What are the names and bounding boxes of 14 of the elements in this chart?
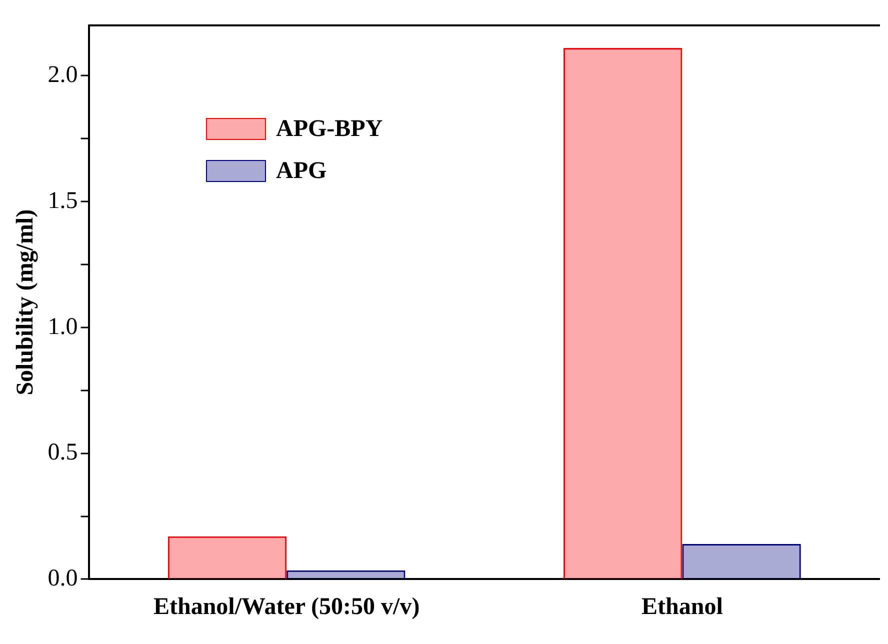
legend-label: APG-BPY — [276, 116, 383, 142]
y-axis-title: Solubility (mg/ml) — [12, 209, 39, 396]
bar — [682, 544, 801, 579]
y-tick-label: 2.0 — [48, 62, 78, 88]
y-tick-label: 1.5 — [48, 188, 78, 214]
y-tick-label: 0.5 — [48, 440, 78, 466]
bar — [564, 48, 682, 579]
y-tick-label: 1.0 — [48, 314, 78, 340]
legend-label: APG — [276, 158, 327, 184]
bar — [286, 570, 406, 579]
bar — [168, 536, 287, 579]
x-tick-label: Ethanol/Water (50:50 v/v) — [153, 594, 420, 620]
x-tick-label: Ethanol — [642, 594, 724, 620]
y-tick-label: 0.0 — [48, 565, 78, 592]
